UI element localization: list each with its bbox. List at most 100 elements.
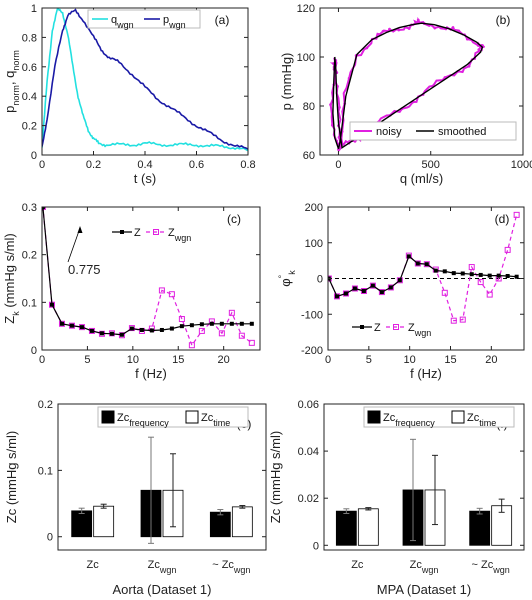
z-marker (478, 272, 483, 277)
z-marker (361, 289, 366, 294)
z-wgn-marker (387, 284, 394, 291)
panel-f: Zc Zcwgn ~ Zcwgn 0 0.02 0.04 0.06 MPA (Dataset … (268, 399, 525, 597)
z-marker (139, 327, 144, 332)
plot-area-d (328, 211, 524, 324)
z-marker (487, 273, 492, 278)
z-wgn-marker (468, 264, 475, 271)
noisy-marker (397, 28, 401, 32)
z-marker (179, 324, 184, 329)
z-marker (343, 291, 348, 296)
panel-label-b: (b) (496, 13, 511, 27)
y-tick-label: 0.4 (22, 91, 37, 103)
z-wgn-marker (486, 291, 493, 298)
x-axis-label-f: MPA (Dataset 1) (377, 582, 471, 597)
bar-Zc_frequency (71, 510, 93, 538)
category-label: Zcwgn (410, 559, 439, 575)
legend-c: Z Zwgn (112, 227, 191, 243)
legend-entry-frequency: Zcfrequency (383, 412, 435, 428)
y-tick-label: 80 (303, 101, 315, 113)
plot-area-b (329, 16, 486, 152)
p-wgn-line (42, 8, 248, 150)
z-marker (239, 321, 244, 326)
noisy-marker (433, 26, 437, 30)
z-line (42, 207, 252, 336)
z-marker (352, 286, 357, 291)
noisy-marker (381, 29, 385, 33)
z-marker (469, 272, 474, 277)
legend-marker-z (120, 230, 124, 234)
y-axis-label-e: Zc (mmHg s/ml) (4, 431, 19, 523)
z-marker (442, 269, 447, 274)
x-tick-label: 15 (444, 354, 456, 366)
z-wgn-marker (360, 288, 367, 295)
axes-frame-f (323, 403, 525, 551)
z-wgn-marker (513, 211, 520, 218)
x-tick-label: 5 (366, 354, 372, 366)
legend-box-f (363, 406, 515, 428)
y-tick-label: 0.8 (22, 32, 37, 44)
z-marker (496, 273, 501, 278)
y-tick-label: 0 (47, 532, 53, 544)
z-marker (69, 323, 74, 328)
z-marker (169, 326, 174, 331)
legend-marker-zwgn (393, 324, 399, 330)
x-axis-label-d: f (Hz) (410, 366, 442, 381)
x-tick-label: 0 (335, 159, 341, 171)
noisy-marker (330, 123, 334, 127)
z-marker (79, 325, 84, 330)
x-tick-label: 0.4 (137, 159, 152, 171)
panel-label-d: (d) (495, 212, 510, 226)
x-tick-label: 20 (485, 354, 497, 366)
x-axis-label-e: Aorta (Dataset 1) (113, 582, 212, 597)
x-tick-label: 0.2 (86, 159, 101, 171)
axes-frame-e (57, 403, 267, 551)
z-wgn-marker (248, 339, 255, 346)
y-tick-label: 0.04 (298, 446, 319, 458)
y-tick-label: -200 (301, 345, 323, 357)
z-marker (514, 274, 519, 279)
x-tick-label: 0 (39, 354, 45, 366)
legend-entry-time: Zctime (201, 412, 230, 428)
z-marker (119, 332, 124, 337)
panel-label-c: (c) (227, 212, 241, 226)
z-marker (159, 327, 164, 332)
bar-Zc_frequency (335, 510, 357, 546)
y-tick-label: 100 (297, 52, 315, 64)
panel-c: 0 5 10 15 20 0 0.1 0.2 0.3 f (Hz) Zk (mmHg s/ml) (c… (2, 202, 261, 381)
noisy-marker (337, 105, 341, 109)
z-marker (433, 268, 438, 273)
y-tick-label: 0.6 (22, 62, 37, 74)
z-marker (334, 294, 339, 299)
legend-entry-z: Z (134, 227, 141, 239)
legend-f: Zcfrequency Zctime (363, 406, 515, 428)
noisy-marker (353, 139, 357, 143)
annotation-value: 0.775 (68, 262, 101, 277)
smoothed-loop-line (332, 22, 484, 150)
z-wgn-marker (441, 289, 448, 296)
y-axis-label-b: p (mmHg) (279, 53, 294, 111)
x-tick-label: 15 (172, 354, 184, 366)
legend-entry-noisy: noisy (376, 126, 402, 138)
legend-entry-zwgn: Zwgn (168, 227, 191, 243)
z-marker (149, 328, 154, 333)
z-wgn-marker (333, 293, 340, 300)
z-marker (209, 321, 214, 326)
legend-entry-p: pwgn (163, 14, 186, 30)
bar-Zc_time (357, 508, 379, 546)
y-tick-label: 0 (31, 345, 37, 357)
y-axis-label-f: Zc (mmHg s/ml) (268, 431, 283, 523)
z-marker (370, 283, 375, 288)
annotation-arrow (67, 227, 81, 263)
noisy-marker (365, 46, 369, 50)
z-marker (415, 261, 420, 266)
z-marker (249, 321, 254, 326)
z-marker (406, 254, 411, 259)
z-marker (99, 331, 104, 336)
x-axis-label-c: f (Hz) (135, 366, 167, 381)
y-tick-label: 120 (297, 3, 315, 15)
legend-box-e (97, 406, 249, 428)
x-tick-label: 0 (39, 159, 45, 171)
z-wgn-marker (459, 316, 466, 323)
x-tick-label: 0.6 (189, 159, 204, 171)
